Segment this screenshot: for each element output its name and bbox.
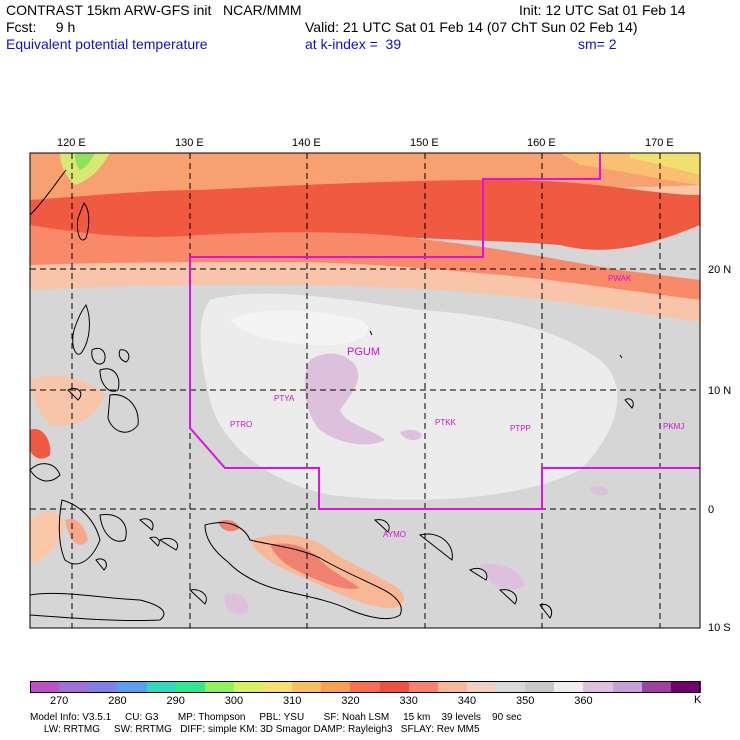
header-model-title: CONTRAST 15km ARW-GFS init NCAR/MMM xyxy=(6,2,302,18)
header-smoothing: sm= 2 xyxy=(578,36,617,52)
colorbar-swatch xyxy=(496,681,526,693)
colorbar-swatch xyxy=(292,681,322,693)
colorbar-tick-label: 360 xyxy=(574,695,593,707)
colorbar-swatch xyxy=(59,681,89,693)
station-pgum: PGUM xyxy=(347,346,380,358)
colorbar-swatch xyxy=(117,681,148,693)
colorbar-swatch xyxy=(263,681,293,693)
header-level: at k-index = 39 xyxy=(305,36,402,52)
colorbar-tick-label: 270 xyxy=(49,695,69,707)
colorbar-unit: K xyxy=(694,694,702,706)
station-ptpp: PTPP xyxy=(510,424,531,433)
colorbar-swatch xyxy=(175,681,206,693)
station-pkmj: PKMJ xyxy=(663,422,684,431)
colorbar-tick-label: 320 xyxy=(341,695,360,707)
colorbar-swatch xyxy=(204,681,235,693)
colorbar-swatch xyxy=(30,681,60,693)
lon-label-130e: 130 E xyxy=(175,137,204,149)
colorbar-tick-label: 300 xyxy=(224,695,244,707)
colorbar-swatch xyxy=(466,681,497,693)
lon-label-160e: 160 E xyxy=(527,137,556,149)
station-ptro: PTRO xyxy=(230,420,252,429)
colorbar-swatch xyxy=(670,681,701,693)
colorbar-swatch xyxy=(321,681,352,693)
lat-label-10s: 10 S xyxy=(708,622,731,634)
lat-label-20n: 20 N xyxy=(708,264,732,276)
colorbar-swatch xyxy=(379,681,410,693)
station-aymo: AYMO xyxy=(383,530,406,539)
footer-model-info: Model Info: V3.5.1 CU: G3 MP: Thompson P… xyxy=(30,712,522,723)
colorbar-swatch xyxy=(88,681,118,693)
header-field-name: Equivalent potential temperature xyxy=(6,36,208,52)
colorbar-tick-label: 330 xyxy=(399,695,418,707)
map-frame xyxy=(29,152,701,629)
colorbar-tick-label: 290 xyxy=(166,695,185,707)
colorbar-tick-label: 350 xyxy=(516,695,535,707)
station-ptkk: PTKK xyxy=(435,418,457,427)
colorbar-swatch xyxy=(612,681,643,693)
colorbar-tick-label: 310 xyxy=(282,695,302,707)
colorbar-swatch xyxy=(350,681,381,693)
station-ptya: PTYA xyxy=(274,394,295,403)
colorbar-swatch xyxy=(554,681,585,693)
lat-label-equator: 0 xyxy=(708,504,715,516)
lat-label-10n: 10 N xyxy=(708,385,732,397)
colorbar-swatch xyxy=(233,681,264,693)
colorbar-swatch xyxy=(146,681,177,693)
colorbar-swatch xyxy=(525,681,555,693)
colorbar-frame xyxy=(30,681,700,693)
colorbar-swatch xyxy=(583,681,614,693)
coastlines xyxy=(30,169,634,622)
header-init-time: Init: 12 UTC Sat 01 Feb 14 xyxy=(519,2,686,18)
region-boundary xyxy=(189,153,700,510)
lon-label-140e: 140 E xyxy=(292,137,321,149)
colorbar-swatch xyxy=(641,681,672,693)
lon-label-150e: 150 E xyxy=(410,137,439,149)
colorbar-swatch xyxy=(437,681,468,693)
station-pwak: PWAK xyxy=(608,274,632,283)
header-valid-time: Valid: 21 UTC Sat 01 Feb 14 (07 ChT Sun … xyxy=(305,19,638,35)
colorbar-tick-label: 280 xyxy=(108,695,127,707)
lon-label-120e: 120 E xyxy=(57,137,86,149)
footer-physics-info: LW: RRTMG SW: RRTMG DIFF: simple KM: 3D … xyxy=(30,724,480,735)
lon-label-170e: 170 E xyxy=(645,137,674,149)
colorbar-swatch xyxy=(408,681,439,693)
header-forecast-hour: Fcst: 9 h xyxy=(6,19,76,35)
colorbar-tick-label: 340 xyxy=(457,695,477,707)
